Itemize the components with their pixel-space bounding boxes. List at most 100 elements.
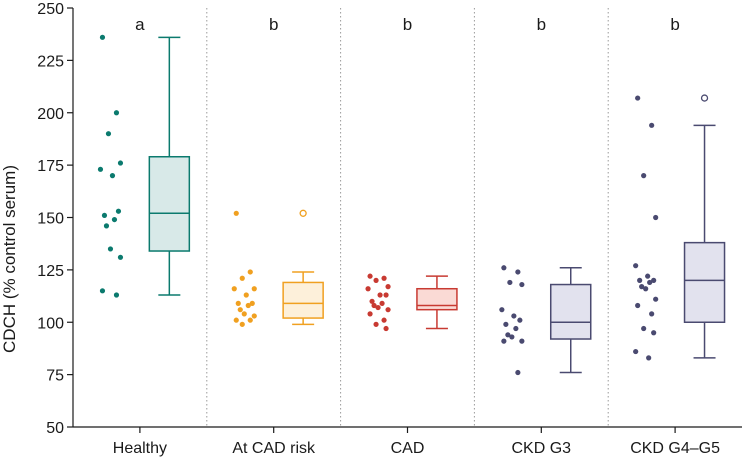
data-point [383,325,389,332]
data-point [231,286,237,292]
data-point [105,131,112,137]
y-tick-label: 225 [37,53,64,70]
outlier-point [700,94,709,102]
data-point [635,302,641,309]
data-point [247,269,253,275]
iqr-box [416,287,458,311]
data-point [381,275,387,281]
data-point [367,311,373,317]
data-point [645,273,651,279]
y-tick-label: 50 [46,420,64,437]
axes: 50 75 100 125 150 175 200 225 250 [37,1,742,437]
data-point [115,208,122,214]
data-point [507,279,513,286]
data-point [111,216,118,223]
data-point [501,265,507,271]
significance-label: b [537,15,546,34]
data-point [373,277,379,283]
data-point [247,317,253,323]
outlier-point [299,209,307,217]
data-point [519,338,525,344]
x-tick-label: CAD [391,440,425,457]
y-tick-label: 250 [37,1,64,18]
data-point [653,296,659,302]
data-point [113,110,120,116]
y-tick-label: 75 [46,368,64,385]
data-point [375,304,381,311]
data-point [499,307,505,313]
significance-label: b [403,15,412,34]
data-point [637,277,643,283]
data-point [117,160,124,166]
data-point [99,34,106,40]
y-tick-label: 200 [37,106,64,123]
data-point [509,334,515,340]
data-point [117,254,124,260]
data-point [649,122,655,128]
data-point [373,321,379,327]
data-point [243,292,249,298]
data-point [109,173,116,179]
data-point [517,317,523,323]
x-tick-label: Healthy [113,440,167,457]
data-point [99,288,106,294]
iqr-box [148,155,191,252]
data-point [381,317,387,323]
significance-label: b [670,15,679,34]
data-point [635,95,641,101]
data-point [113,292,120,298]
data-point [385,307,391,313]
data-point [251,313,257,319]
data-point [379,300,385,306]
data-point [383,292,389,298]
iqr-box [282,281,324,319]
data-point [239,321,245,327]
data-point [107,246,114,252]
data-point [513,325,519,332]
data-point [377,292,383,298]
data-point [649,311,655,317]
data-point [641,325,647,332]
data-point [233,210,239,216]
y-axis-label: CDCH (% control serum) [0,165,19,353]
group-separators [206,8,609,427]
data-point [651,277,657,283]
x-tick-label: At CAD risk [232,440,316,457]
data-point [239,275,245,281]
data-point [633,263,639,269]
x-tick-label: CKD G4–G5 [630,440,720,457]
data-point [249,300,255,306]
data-point [101,212,108,219]
data-point [245,302,251,309]
data-point [641,173,647,179]
data-point [519,281,525,288]
data-point [103,223,110,229]
data-point [371,302,377,309]
data-point [515,369,521,376]
data-point [647,279,653,286]
data-point [639,284,645,290]
data-point [97,166,104,172]
data-point [633,348,639,355]
significance-label: b [269,15,278,34]
group-cad: CAD b [365,15,458,457]
data-point [367,273,373,279]
group-ckd-g4-g5: CKD G4–G5 b [630,15,726,457]
x-tick-label: CKD G3 [512,440,572,457]
data-point [643,286,649,292]
data-point [503,321,509,327]
group-at-cad-risk: At CAD risk b [231,15,324,457]
group-ckd-g3: CKD G3 b [499,15,592,457]
data-point [365,286,371,292]
y-tick-label: 150 [37,211,64,228]
significance-label: a [135,15,145,34]
data-point [653,214,659,221]
y-tick-label: 125 [37,263,64,280]
data-point [505,332,511,338]
data-point [241,311,247,317]
data-point [237,307,243,313]
data-point [646,355,652,361]
data-point [385,284,391,290]
